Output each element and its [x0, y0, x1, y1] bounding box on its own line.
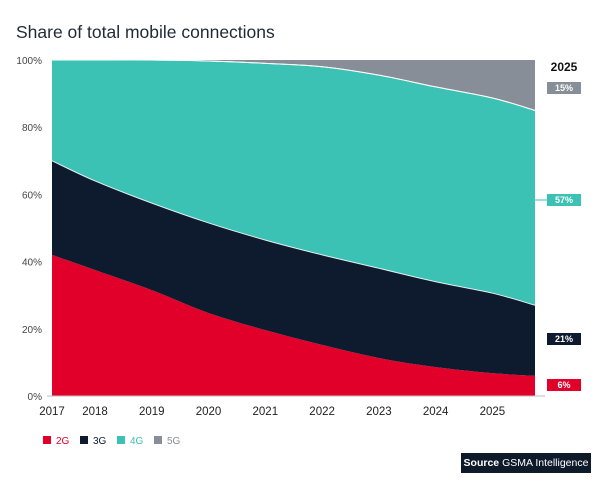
area-2g — [52, 254, 535, 396]
x-tick-label: 2019 — [139, 406, 165, 418]
source-badge: Source GSMA Intelligence — [461, 453, 591, 473]
x-tick-label: 2024 — [423, 406, 449, 418]
end-label-2g: 6% — [557, 380, 570, 390]
legend-swatch-2g — [43, 436, 51, 444]
end-label-5g: 15% — [555, 83, 573, 93]
end-label-box-4g — [547, 194, 581, 206]
chart-title: Share of total mobile connections — [16, 22, 275, 42]
y-tick-label: 20% — [22, 325, 42, 336]
legend-swatch-5g — [154, 436, 162, 444]
end-label-box-3g — [547, 333, 581, 345]
boundary-line-4g — [52, 59, 536, 111]
legend-label-5g: 5G — [167, 436, 181, 447]
x-tick-label: 2021 — [253, 406, 279, 418]
y-tick-label: 100% — [16, 56, 42, 67]
legend-label-4g: 4G — [130, 436, 144, 447]
y-tick-label: 40% — [22, 258, 42, 269]
end-label-4g: 57% — [555, 195, 573, 205]
legend-swatch-4g — [117, 436, 125, 444]
boundary-line-3g — [51, 160, 536, 306]
x-tick-label: 2018 — [82, 406, 108, 418]
source-label: Source — [463, 457, 500, 469]
area-4g — [52, 59, 535, 306]
end-label-box-5g — [547, 82, 581, 94]
end-label-3g: 21% — [555, 334, 573, 344]
area-5g — [52, 59, 535, 111]
y-tick-label: 0% — [28, 392, 43, 403]
area-3g — [52, 160, 535, 376]
x-tick-label: 2023 — [366, 406, 392, 418]
x-tick-label: 2022 — [309, 406, 335, 418]
y-tick-label: 60% — [22, 190, 42, 201]
x-tick-label: 2017 — [39, 406, 65, 418]
y-tick-label: 80% — [22, 123, 42, 134]
source-text: GSMA Intelligence — [502, 457, 589, 469]
legend-swatch-3g — [80, 436, 88, 444]
x-tick-label: 2025 — [480, 406, 506, 418]
x-tick-label: 2020 — [196, 406, 222, 418]
end-label-box-2g — [547, 379, 581, 391]
legend-label-3g: 3G — [93, 436, 107, 447]
legend-label-2g: 2G — [56, 436, 70, 447]
end-label-year: 2025 — [551, 60, 578, 74]
